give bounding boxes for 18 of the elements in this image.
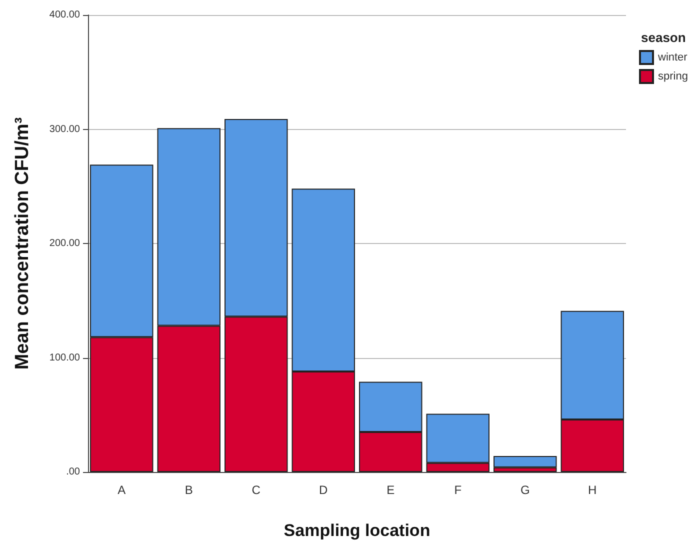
x-tick-label: F (454, 483, 462, 497)
y-tick-label: 400.00 (49, 10, 80, 20)
x-tick-label: B (184, 483, 193, 497)
legend-title: season (641, 30, 686, 45)
y-tick-label: 200.00 (49, 238, 80, 249)
y-tick-label: .00 (66, 466, 80, 478)
x-tick-label: E (386, 483, 395, 497)
x-axis-title: Sampling location (284, 521, 430, 540)
y-axis-title: Mean concentration CFU/m³ (12, 117, 33, 370)
y-tick-label: 300.00 (49, 124, 80, 135)
x-tick-label: H (588, 483, 597, 497)
legend-label: winter (657, 52, 688, 64)
x-tick-label: C (252, 483, 261, 497)
x-tick-label: D (319, 483, 328, 497)
x-tick-label: A (118, 483, 126, 497)
legend-label: spring (658, 70, 688, 82)
y-tick-label: 100.00 (49, 352, 80, 364)
x-tick-label: G (520, 483, 530, 497)
